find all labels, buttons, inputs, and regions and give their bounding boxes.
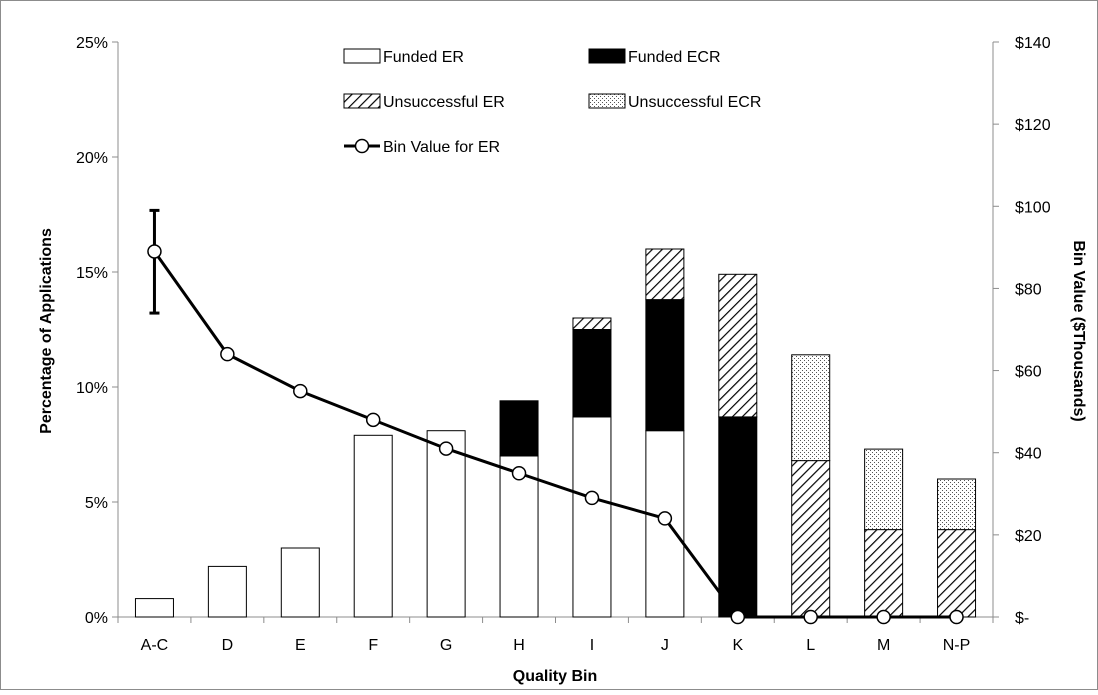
bar-unsuccessful-er [937,529,977,618]
y-tick-label: 10% [76,380,108,397]
bar-unsuccessful-er [791,460,831,618]
y2-tick-label: $120 [1015,117,1051,134]
bin-value-point [730,609,746,625]
bar-funded-er [134,598,174,618]
bar-unsuccessful-er [864,529,904,618]
y-tick-label: 0% [85,610,108,627]
bin-value-point [657,511,673,526]
x-tick-label: I [590,637,594,654]
y2-tick-label: $40 [1015,446,1042,463]
x-tick-label: M [877,637,890,654]
bar-unsuccessful-ecr [937,478,977,531]
bar-funded-er [353,434,393,618]
bin-value-point [803,609,818,625]
y2-tick-label: $20 [1015,528,1042,545]
bar-funded-ecr [718,416,758,618]
y2-tick-label: $100 [1015,199,1051,216]
bar-funded-er [207,565,247,618]
x-tick-label: N-P [943,637,971,654]
legend-swatch-funded-er [343,48,381,64]
legend-label: Funded ECR [628,49,721,66]
bin-value-line [147,208,964,625]
bar-unsuccessful-ecr [864,448,904,531]
bin-value-point [365,412,381,428]
y2-tick-label: $140 [1015,35,1051,52]
bar-funded-ecr [572,329,612,418]
x-tick-label: E [295,637,306,654]
y2-tick-label: $60 [1015,364,1042,381]
x-tick-label: D [222,637,234,654]
bin-value-point [220,346,235,362]
legend-label: Bin Value for ER [383,139,500,156]
bar-unsuccessful-er [572,317,612,330]
bin-value-polyline [153,250,957,619]
x-tick-label: K [732,637,743,654]
bin-value-point [876,609,891,625]
x-tick-label: F [368,637,378,654]
bar-unsuccessful-er [645,248,685,301]
bin-value-point [511,466,527,481]
legend: Funded ER Funded ECR Unsuccessful ER Unsucc… [343,48,761,156]
axes: 0% 5% 10% 15% 20% 25% $- $20 $40 $60 $80 $100 $120 $1… [76,35,1051,654]
bin-value-point [438,441,454,456]
bar-unsuccessful-er [718,273,758,418]
x-tick-label: J [661,637,669,654]
y-tick-label: 5% [85,495,108,512]
legend-swatch-funded-ecr [588,48,626,64]
bin-value-point [147,244,162,259]
y-tick-label: 15% [76,265,108,282]
bin-value-point [584,490,600,506]
bar-funded-er [426,430,466,618]
legend-swatch-unsuccessful-er [343,93,381,109]
bar-funded-er [499,455,539,618]
x-tick-label: H [513,637,525,654]
bin-value-point [293,383,308,399]
y-axis-title: Percentage of Applications [38,228,55,434]
legend-label: Unsuccessful ER [383,94,505,111]
y2-tick-label: $- [1015,610,1029,627]
bar-funded-ecr [499,400,539,457]
bin-value-point [949,609,964,625]
bar-funded-ecr [645,299,685,432]
x-tick-label: L [806,637,815,654]
y2-axis-title: Bin Value ($Thousands) [1070,240,1087,421]
x-tick-label: A-C [141,637,169,654]
y-tick-label: 20% [76,150,108,167]
bar-unsuccessful-ecr [791,354,831,462]
y2-tick-label: $80 [1015,281,1042,298]
legend-swatch-unsuccessful-ecr [588,93,626,109]
y-tick-label: 25% [76,35,108,52]
bars [134,248,977,618]
x-axis-title: Quality Bin [513,668,597,685]
bar-funded-er [572,416,612,618]
legend-swatch-marker [354,138,370,154]
legend-label: Unsuccessful ECR [628,94,761,111]
bar-funded-er [280,547,320,618]
x-tick-label: G [440,637,452,654]
legend-label: Funded ER [383,49,464,66]
